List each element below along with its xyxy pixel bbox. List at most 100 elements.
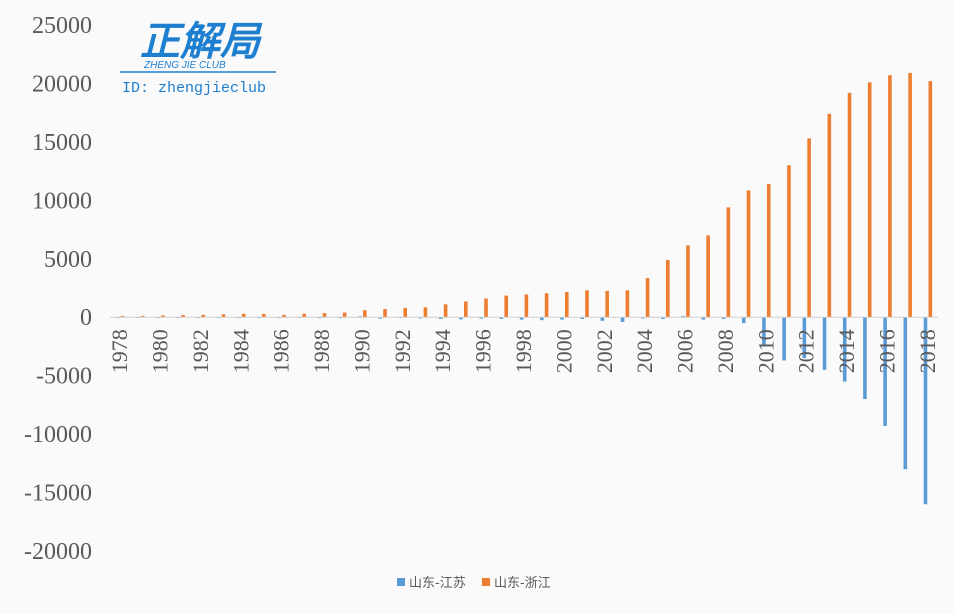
bar-zhejiang-2002 xyxy=(605,290,609,318)
bar-jiangsu-2017 xyxy=(903,317,908,470)
bar-zhejiang-2015 xyxy=(867,82,872,318)
bar-zhejiang-1996 xyxy=(484,298,488,318)
y-tick-label: 25000 xyxy=(32,13,92,39)
bar-jiangsu-1995 xyxy=(459,317,463,320)
bar-jiangsu-2014 xyxy=(842,317,847,382)
y-tick-label: 5000 xyxy=(44,247,92,273)
bar-zhejiang-1998 xyxy=(524,294,529,318)
bar-zhejiang-1981 xyxy=(181,315,185,318)
bar-zhejiang-2011 xyxy=(787,165,791,318)
bar-zhejiang-2016 xyxy=(888,75,892,318)
x-tick-label: 1984 xyxy=(228,329,253,373)
x-tick-label: 2004 xyxy=(632,329,657,373)
y-tick-label: -20000 xyxy=(24,539,92,565)
bar-zhejiang-1982 xyxy=(201,314,206,318)
bar-zhejiang-1985 xyxy=(262,313,266,318)
bar-jiangsu-2010 xyxy=(762,317,766,347)
bar-zhejiang-1993 xyxy=(423,307,428,318)
bar-zhejiang-1990 xyxy=(363,310,367,318)
x-axis: 1978 1980 1982 1984 1986 1988 1990 1992 1994 1996… xyxy=(107,329,940,373)
bar-zhejiang-1999 xyxy=(544,293,549,318)
bar-zhejiang-2003 xyxy=(625,290,630,318)
x-tick-label: 1996 xyxy=(471,329,496,373)
bar-zhejiang-1986 xyxy=(282,314,286,318)
bar-zhejiang-1992 xyxy=(403,307,408,318)
x-tick-label: 2008 xyxy=(713,329,738,373)
bars xyxy=(115,72,933,505)
legend-label: 山东-江苏 xyxy=(409,575,466,591)
y-tick-label: -5000 xyxy=(36,364,92,390)
bar-zhejiang-1984 xyxy=(241,313,246,318)
x-tick-label: 2018 xyxy=(915,329,940,373)
bar-jiangsu-1996 xyxy=(479,317,484,319)
x-tick-label: 1990 xyxy=(349,329,374,373)
bar-zhejiang-1983 xyxy=(221,314,226,318)
x-tick-label: 1998 xyxy=(511,329,536,373)
x-tick-label: 1992 xyxy=(390,329,415,373)
bar-jiangsu-1998 xyxy=(519,317,524,320)
bar-jiangsu-2013 xyxy=(822,317,827,370)
logo: 正解局 ZHENG JIE CLUB ID: zhengjieclub xyxy=(120,18,276,97)
bar-jiangsu-2002 xyxy=(600,317,605,321)
y-tick-label: 15000 xyxy=(32,130,92,156)
bar-jiangsu-2016 xyxy=(883,317,887,426)
x-tick-label: 2012 xyxy=(794,329,819,373)
bar-zhejiang-2000 xyxy=(564,292,569,318)
x-tick-label: 2000 xyxy=(551,329,576,373)
y-tick-label: -10000 xyxy=(24,422,92,448)
x-tick-label: 1994 xyxy=(430,329,455,373)
y-tick-label: -15000 xyxy=(24,481,92,507)
bar-zhejiang-2010 xyxy=(766,183,771,318)
bar-jiangsu-2004 xyxy=(640,317,645,319)
bar-jiangsu-2015 xyxy=(863,317,867,400)
bar-jiangsu-1993 xyxy=(418,317,423,319)
bar-zhejiang-1979 xyxy=(140,315,145,318)
logo-subtitle: ZHENG JIE CLUB xyxy=(143,60,226,71)
bar-zhejiang-2017 xyxy=(908,72,912,318)
bar-zhejiang-1978 xyxy=(120,316,125,318)
bar-jiangsu-1991 xyxy=(378,317,383,319)
bar-zhejiang-2013 xyxy=(827,113,832,318)
legend-swatch xyxy=(482,578,490,586)
bar-jiangsu-1997 xyxy=(499,317,504,319)
x-tick-label: 1988 xyxy=(309,329,334,373)
bar-zhejiang-2008 xyxy=(726,207,731,318)
bar-zhejiang-2012 xyxy=(807,138,811,318)
logo-id: ID: zhengjieclub xyxy=(122,80,266,97)
bar-zhejiang-1987 xyxy=(302,313,307,318)
bar-zhejiang-2009 xyxy=(746,190,751,318)
bar-zhejiang-1994 xyxy=(443,304,448,318)
y-tick-label: 0 xyxy=(80,305,92,331)
bar-jiangsu-1994 xyxy=(439,317,443,319)
bar-zhejiang-2007 xyxy=(706,235,710,318)
bar-jiangsu-2012 xyxy=(802,317,807,359)
x-tick-label: 1982 xyxy=(188,329,213,373)
bar-jiangsu-2009 xyxy=(741,317,746,324)
bar-zhejiang-1989 xyxy=(342,312,347,318)
bar-zhejiang-1980 xyxy=(161,315,165,318)
bar-zhejiang-2018 xyxy=(928,81,933,318)
x-tick-label: 2010 xyxy=(753,329,778,373)
bar-zhejiang-1997 xyxy=(504,295,508,318)
x-tick-label: 1986 xyxy=(269,329,294,373)
bar-zhejiang-2001 xyxy=(585,290,589,318)
x-tick-label: 2016 xyxy=(875,329,900,373)
bar-zhejiang-2014 xyxy=(847,92,852,318)
bar-jiangsu-2005 xyxy=(661,317,665,319)
bar-jiangsu-2018 xyxy=(923,317,928,505)
bar-zhejiang-1995 xyxy=(464,301,468,318)
x-tick-label: 1978 xyxy=(107,329,132,373)
bar-zhejiang-2004 xyxy=(645,278,650,318)
bar-jiangsu-2006 xyxy=(681,316,685,318)
y-tick-label: 10000 xyxy=(32,188,92,214)
x-tick-label: 2014 xyxy=(834,329,859,373)
bar-jiangsu-2000 xyxy=(560,317,564,320)
x-tick-label: 2006 xyxy=(673,329,698,373)
bar-jiangsu-2008 xyxy=(721,317,726,319)
y-axis: 25000 20000 15000 10000 5000 0 -5000 -10000 -150… xyxy=(24,13,92,565)
bar-zhejiang-2005 xyxy=(665,259,670,318)
bar-jiangsu-2003 xyxy=(620,317,625,322)
bar-zhejiang-1988 xyxy=(322,313,327,318)
